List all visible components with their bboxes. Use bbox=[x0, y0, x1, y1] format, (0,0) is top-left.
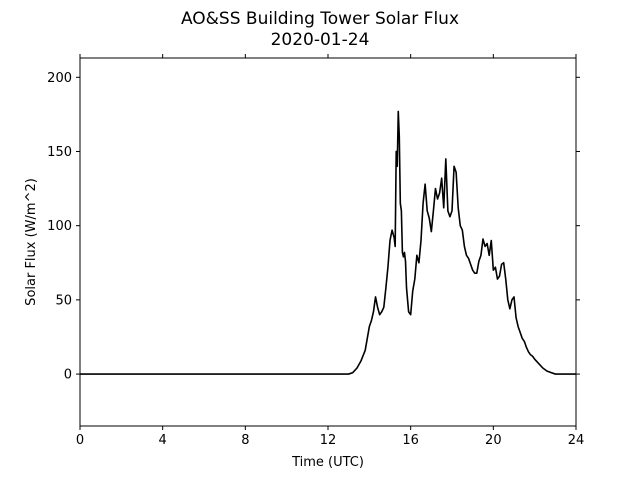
chart-subtitle: 2020-01-24 bbox=[271, 30, 370, 50]
x-tick-label: 20 bbox=[485, 433, 502, 448]
x-tick-label: 8 bbox=[241, 433, 249, 448]
x-tick-label: 24 bbox=[568, 433, 585, 448]
y-tick-label: 200 bbox=[47, 71, 72, 86]
x-tick-label: 4 bbox=[159, 433, 167, 448]
y-tick-label: 0 bbox=[64, 368, 72, 383]
y-tick-label: 150 bbox=[47, 145, 72, 160]
series-layer bbox=[80, 110, 576, 375]
plot-frame bbox=[79, 57, 577, 427]
y-tick-label: 50 bbox=[55, 293, 72, 308]
x-axis-ticks: 0 4 8 12 16 20 24 bbox=[76, 54, 584, 448]
x-tick-label: 12 bbox=[320, 433, 337, 448]
y-tick-label: 100 bbox=[47, 219, 72, 234]
x-axis-label: Time (UTC) bbox=[291, 455, 364, 470]
y-axis-label: Solar Flux (W/m^2) bbox=[24, 178, 39, 306]
x-tick-label: 0 bbox=[76, 433, 84, 448]
series-line bbox=[80, 110, 576, 375]
chart-title: AO&SS Building Tower Solar Flux bbox=[181, 9, 459, 29]
y-axis-ticks: 0 50 100 150 200 bbox=[47, 71, 580, 383]
x-tick-label: 16 bbox=[402, 433, 419, 448]
